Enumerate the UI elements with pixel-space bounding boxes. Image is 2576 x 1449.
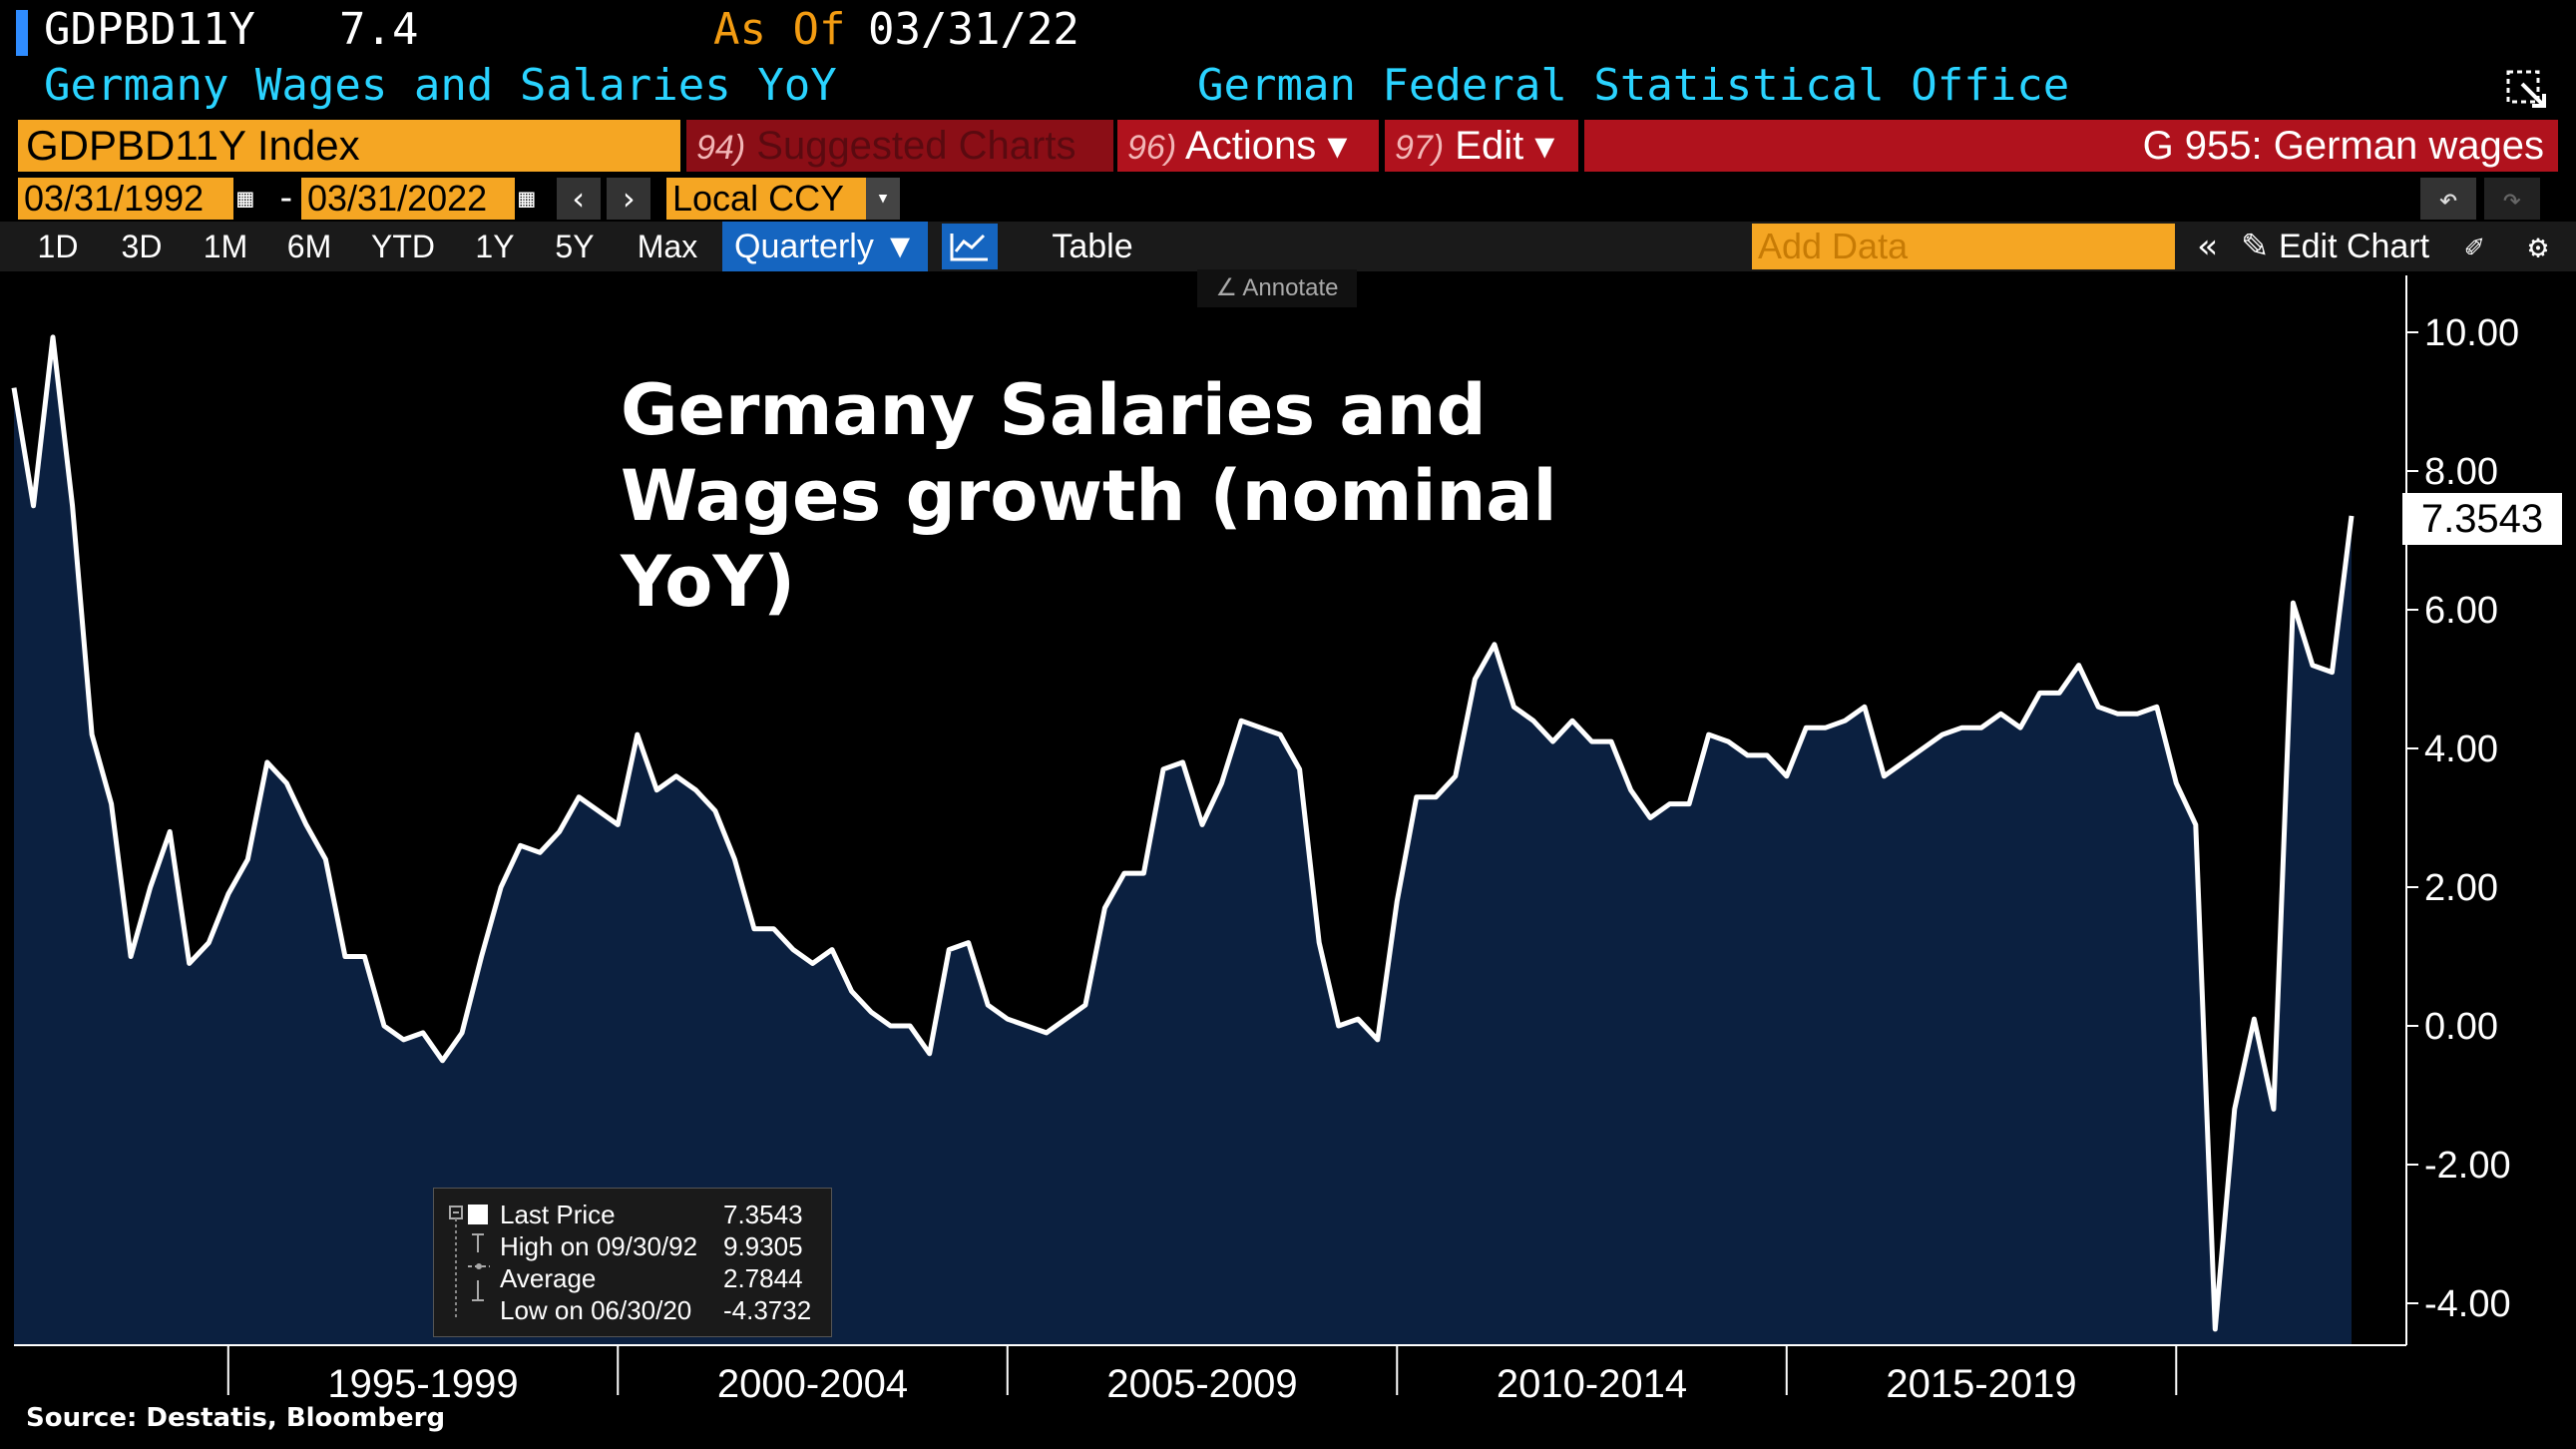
gear-icon[interactable]: ⚙ [2528,228,2548,265]
security-input[interactable]: GDPBD11Y Index [18,120,680,172]
frequency-select[interactable]: Quarterly ▼ [722,222,928,271]
suggested-charts-button[interactable]: 94) Suggested Charts [686,120,1113,172]
legend-average-value: 2.7844 [723,1263,803,1293]
actions-label: Actions ▾ [1185,124,1348,168]
legend-high-value: 9.9305 [723,1231,803,1261]
x-tick-label: 2010-2014 [1497,1362,1687,1406]
x-tick-label: 2015-2019 [1886,1362,2076,1406]
currency-select[interactable]: Local CCY [666,178,866,220]
x-tick-label: 1995-1999 [327,1362,518,1406]
annotate-button[interactable]: ∠ Annotate [1197,269,1357,307]
start-calendar-icon[interactable]: ▦ [237,184,253,214]
popout-icon[interactable] [2504,66,2550,110]
legend-high-label: High on 09/30/92 [500,1231,698,1261]
actions-key: 96) [1127,129,1177,167]
legend-average-label: Average [500,1263,597,1293]
double-chevron-left-icon[interactable]: « [2197,227,2219,266]
x-tick-label: 2005-2009 [1106,1362,1297,1406]
legend-last-price-value: 7.3543 [723,1200,803,1229]
legend-low-label: Low on 06/30/20 [500,1295,692,1325]
period-1m-button[interactable]: 1M [203,229,248,264]
y-tick-label: 10.00 [2424,312,2519,354]
footer-source: Source: Destatis, Bloomberg [26,1403,446,1433]
undo-icon[interactable]: ↶ [2420,178,2476,220]
period-6m-button[interactable]: 6M [286,229,332,264]
start-date-input[interactable]: 03/31/1992 [18,178,233,220]
y-tick-label: 4.00 [2424,728,2498,770]
edit-label: Edit ▾ [1455,124,1555,168]
annotate-label: Annotate [1242,274,1339,301]
edit-key: 97) [1395,129,1445,167]
y-tick-label: 8.00 [2424,451,2498,493]
period-1y-button[interactable]: 1Y [475,229,515,264]
edit-chart-button[interactable]: ✎ Edit Chart [2241,228,2430,265]
y-tick-label: 6.00 [2424,590,2498,632]
annotate-pencil-icon[interactable]: ✐ [2464,228,2484,265]
period-1d-button[interactable]: 1D [37,229,79,264]
chevron-left-icon[interactable]: ‹ [557,178,601,220]
y-tick-label: 0.00 [2424,1006,2498,1048]
end-calendar-icon[interactable]: ▦ [519,184,535,214]
period-ytd-button[interactable]: YTD [371,229,435,264]
security-marker [16,10,28,56]
table-view-button[interactable]: Table [1052,228,1133,265]
last-price-value: 7.4 [339,4,419,55]
edit-chart-label: Edit Chart [2278,228,2430,265]
data-source-office: German Federal Statistical Office [1197,60,2070,111]
date-range-separator: - [275,178,297,219]
add-data-input[interactable]: Add Data [1752,224,2175,269]
chart-area: 10.00 8.00 6.00 4.00 2.00 0.00 -2.00 -4.00 1995… [11,275,2519,1406]
chart-title: Germany Salaries and Wages growth (nomin… [621,369,1557,623]
graph-title-bar: G 955: German wages [1584,120,2558,172]
legend-low-value: -4.3732 [723,1295,812,1325]
x-tick-label: 2000-2004 [717,1362,908,1406]
y-tick-label: -2.00 [2424,1145,2511,1187]
end-date-input[interactable]: 03/31/2022 [301,178,515,220]
series-area-fill [14,336,2352,1345]
chevron-right-icon[interactable]: › [607,178,650,220]
period-5y-button[interactable]: 5Y [555,229,595,264]
suggested-charts-key: 94) [696,129,746,167]
redo-icon[interactable]: ↷ [2484,178,2540,220]
last-price-tag: 7.3543 [2402,493,2562,545]
period-max-button[interactable]: Max [637,229,698,264]
legend-last-price-label: Last Price [500,1200,616,1229]
chart-legend: Last Price 7.3543 High on 09/30/92 9.930… [433,1188,832,1337]
as-of-label: As Of [713,4,846,55]
ticker-symbol[interactable]: GDPBD11Y [44,4,255,55]
actions-menu-button[interactable]: 96) Actions ▾ [1117,120,1379,172]
suggested-charts-label: Suggested Charts [756,124,1076,168]
y-tick-label: -4.00 [2424,1283,2511,1325]
as-of-date: 03/31/22 [868,4,1079,55]
period-3d-button[interactable]: 3D [121,229,163,264]
currency-dropdown-icon[interactable]: ▾ [866,178,900,220]
y-tick-label: 2.00 [2424,867,2498,909]
security-description: Germany Wages and Salaries YoY [44,60,837,111]
legend-symbols [449,1205,490,1320]
edit-menu-button[interactable]: 97) Edit ▾ [1385,120,1578,172]
line-chart-icon[interactable] [942,224,998,269]
